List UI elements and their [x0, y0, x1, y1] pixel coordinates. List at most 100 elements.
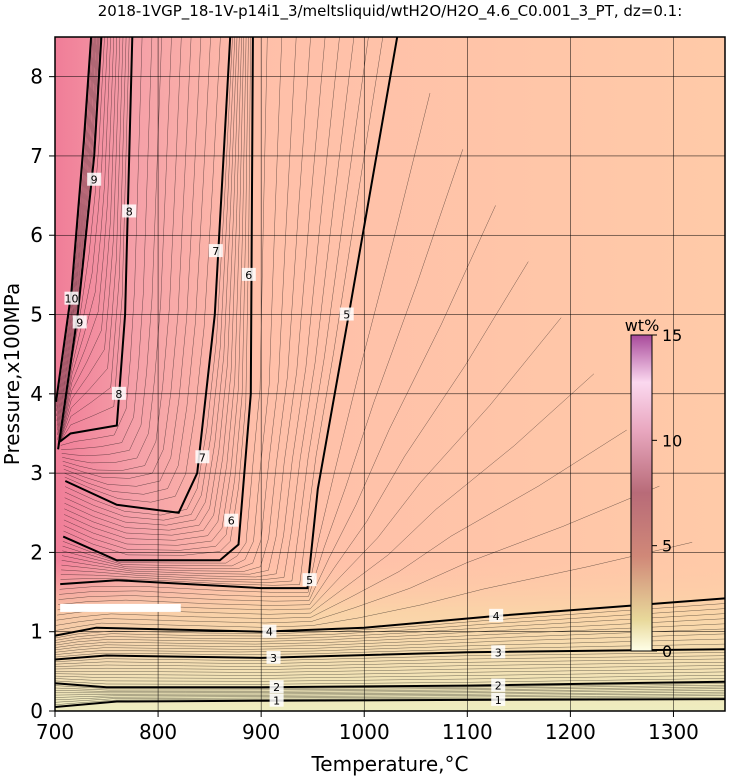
fine-contour [61, 37, 311, 572]
fine-contour [60, 37, 143, 446]
contour-line-2 [55, 680, 725, 689]
plot-frame [54, 36, 726, 712]
contour-label-bg [195, 450, 210, 464]
fine-contour [55, 628, 725, 651]
fine-contour [63, 37, 192, 479]
x-tick-label: 1200 [545, 720, 596, 744]
contour-label-bg [87, 172, 102, 186]
x-tick-label: 1100 [442, 720, 493, 744]
contour-label-bg [262, 624, 277, 638]
y-tick-label: 7 [30, 144, 43, 168]
major-contour-lines [55, 37, 725, 708]
contour-label-bg [491, 692, 506, 706]
contour-label: 8 [111, 386, 126, 401]
contour-label: 4 [489, 608, 504, 623]
fine-contour [64, 37, 238, 526]
fine-contour [56, 37, 97, 426]
fine-contour [55, 633, 725, 653]
contour-label-bg [122, 204, 137, 218]
fine-contour [60, 37, 369, 583]
x-tick-label: 1300 [648, 720, 699, 744]
contour-label: 9 [87, 172, 102, 187]
contour-label-text: 7 [199, 451, 206, 464]
fine-contour [58, 37, 108, 448]
contour-label-text: 4 [266, 626, 273, 639]
y-tick-label: 6 [30, 223, 43, 247]
contour-label-bg [241, 267, 256, 281]
fine-contour [59, 37, 127, 444]
fine-contour [61, 37, 153, 450]
fine-contour [64, 37, 233, 516]
contour-label: 1 [491, 692, 506, 707]
contour-line-6 [62, 37, 254, 562]
contour-label-text: 4 [493, 610, 500, 623]
chart-title: 2018-1VGP_18-1V-p14i1_3/meltsliquid/wtH2… [98, 2, 683, 21]
contour-label-bg [269, 680, 284, 694]
fine-contour [63, 37, 202, 487]
contour-label-bg [64, 291, 79, 305]
colorbar-gradient [630, 334, 653, 652]
contour-label-text: 8 [115, 388, 122, 401]
fine-contour [63, 37, 247, 546]
contour-line-4 [55, 597, 725, 637]
fine-contour [55, 542, 693, 631]
contour-label-text: 1 [495, 694, 502, 707]
fine-contour [61, 37, 340, 578]
fine-contour [64, 37, 242, 536]
x-tick-label: 700 [36, 720, 74, 744]
y-tick-label: 0 [30, 699, 43, 723]
fine-contour [62, 37, 172, 464]
contour-label-text: 8 [126, 205, 133, 218]
fine-contour [58, 261, 529, 606]
colorbar-tick-label: 15 [662, 326, 682, 345]
contour-label: 10 [64, 291, 79, 306]
fine-contour [55, 608, 725, 641]
contour-label-bg [208, 244, 223, 258]
y-tick-label: 3 [30, 461, 43, 485]
colorbar-tick-label: 5 [662, 537, 672, 556]
contour-label-text: 1 [273, 695, 280, 708]
contour-label-text: 3 [495, 646, 502, 659]
fine-contour [64, 37, 240, 531]
fine-contour [62, 37, 283, 567]
contour-line-3 [55, 648, 725, 661]
contour-label-bg [269, 693, 284, 707]
contour-label-text: 10 [64, 293, 78, 306]
contour-label-bg [489, 608, 504, 622]
fine-contour [62, 37, 182, 471]
y-tick-label: 1 [30, 620, 43, 644]
fine-contour [58, 37, 111, 448]
contour-label-text: 2 [495, 680, 502, 693]
highlight-band [60, 603, 181, 612]
colorbar: wt% 0 5 10 15 [625, 316, 683, 661]
fine-contour [59, 149, 464, 598]
fine-contour [63, 37, 249, 551]
fine-contour [64, 37, 211, 495]
x-tick-label: 1000 [339, 720, 390, 744]
contour-label-text: 6 [245, 269, 252, 282]
fine-contour [63, 37, 251, 556]
fine-contour [56, 37, 95, 417]
y-tick-label: 5 [30, 303, 43, 327]
contour-label-text: 9 [91, 174, 98, 187]
contour-label-bg [491, 678, 506, 692]
contour-label: 2 [269, 680, 284, 694]
contour-label-text: 6 [228, 515, 235, 528]
contour-line-9 [57, 37, 103, 450]
contour-line-1 [55, 698, 725, 708]
fine-contour [59, 93, 431, 593]
contour-line-8 [59, 37, 134, 443]
contour-label: 7 [208, 244, 223, 258]
fine-contour [59, 37, 121, 445]
fine-contour [55, 613, 725, 644]
fine-contour [57, 37, 99, 436]
contour-label: 8 [122, 204, 137, 218]
contour-label: 9 [72, 315, 87, 329]
x-tick-label: 900 [242, 720, 280, 744]
y-axis: 0 1 2 3 4 5 6 7 8 [30, 65, 55, 723]
y-axis-label: Pressure,x100MPa [0, 283, 24, 465]
contour-label: 7 [195, 450, 210, 464]
fine-contour [58, 37, 118, 446]
